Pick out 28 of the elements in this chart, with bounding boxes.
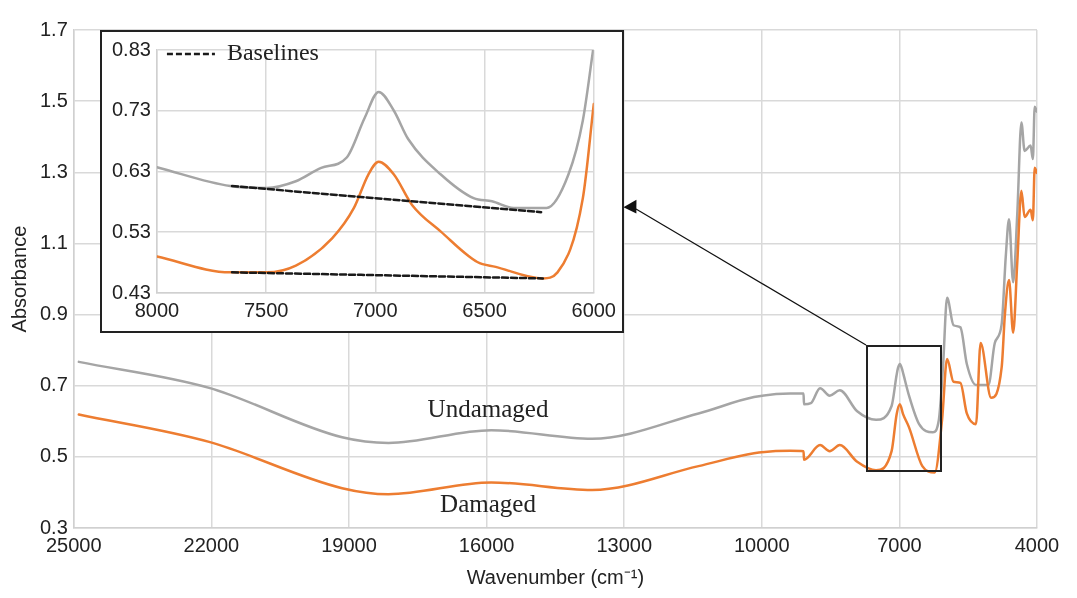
- y-tick-label: 1.7: [39, 17, 68, 40]
- y-tick-label: 0.73: [111, 98, 151, 121]
- x-tick-label: 4000: [1014, 533, 1060, 556]
- x-tick-label: 7000: [353, 298, 398, 321]
- y-tick-label: 0.83: [111, 37, 151, 60]
- x-tick-label: 10000: [733, 533, 790, 556]
- y-tick-label: 0.5: [39, 444, 68, 467]
- x-axis-title: Wavenumber (cm⁻¹): [466, 565, 645, 588]
- x-tick-label: 16000: [458, 533, 515, 556]
- y-tick-label: 0.63: [111, 159, 151, 182]
- series-label: Undamaged: [427, 394, 549, 422]
- x-tick-label: 6000: [571, 298, 616, 321]
- x-tick-label: 19000: [321, 533, 377, 556]
- x-tick-label: 13000: [596, 533, 653, 556]
- y-tick-label: 1.3: [39, 159, 68, 182]
- y-tick-label: 0.7: [39, 373, 68, 396]
- y-tick-label: 0.9: [39, 302, 68, 325]
- legend-label: Baselines: [226, 39, 319, 66]
- line-series: [156, 102, 594, 280]
- x-tick-label: 22000: [183, 533, 240, 556]
- series-label: Damaged: [440, 489, 537, 517]
- y-tick-label: 0.53: [111, 219, 151, 242]
- x-tick-label: 6500: [462, 298, 507, 321]
- y-axis-title: Absorbance: [7, 225, 30, 333]
- y-tick-label: 1.1: [39, 230, 68, 253]
- y-tick-label: 1.5: [39, 88, 68, 111]
- x-tick-label: 7000: [877, 533, 922, 556]
- x-tick-label: 7500: [243, 298, 289, 321]
